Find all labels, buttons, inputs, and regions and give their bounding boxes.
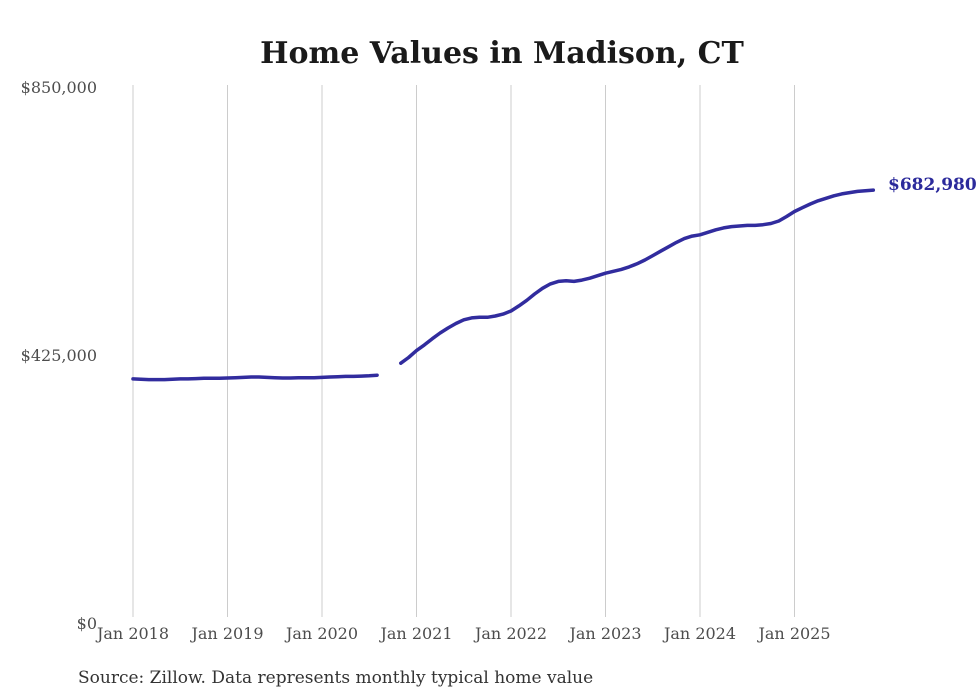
x-tick-label: Jan 2019: [189, 624, 263, 643]
x-tick-label: Jan 2020: [284, 624, 358, 643]
latest-value-label: $682,980: [888, 175, 977, 195]
home-value-line-segment: [131, 373, 379, 382]
x-tick-label: Jan 2021: [378, 624, 452, 643]
x-tick-label: Jan 2023: [567, 624, 641, 643]
x-tick-label: Jan 2024: [662, 624, 736, 643]
y-tick-label-850000: $850,000: [21, 78, 97, 97]
home-value-line: [131, 188, 876, 382]
gridlines: [132, 85, 795, 617]
y-tick-label-425000: $425,000: [21, 346, 97, 365]
x-axis-labels: Jan 2018 Jan 2019 Jan 2020 Jan 2021 Jan 2022…: [95, 624, 831, 643]
x-tick-label: Jan 2025: [756, 624, 830, 643]
source-note: Source: Zillow. Data represents monthly …: [78, 668, 593, 688]
x-tick-label: Jan 2018: [95, 624, 169, 643]
x-tick-label: Jan 2022: [473, 624, 547, 643]
chart-title: Home Values in Madison, CT: [260, 36, 744, 71]
home-value-line-segment: [399, 188, 876, 365]
y-tick-label-0: $0: [77, 614, 97, 633]
y-axis-labels: $850,000 $425,000 $0: [21, 78, 97, 633]
